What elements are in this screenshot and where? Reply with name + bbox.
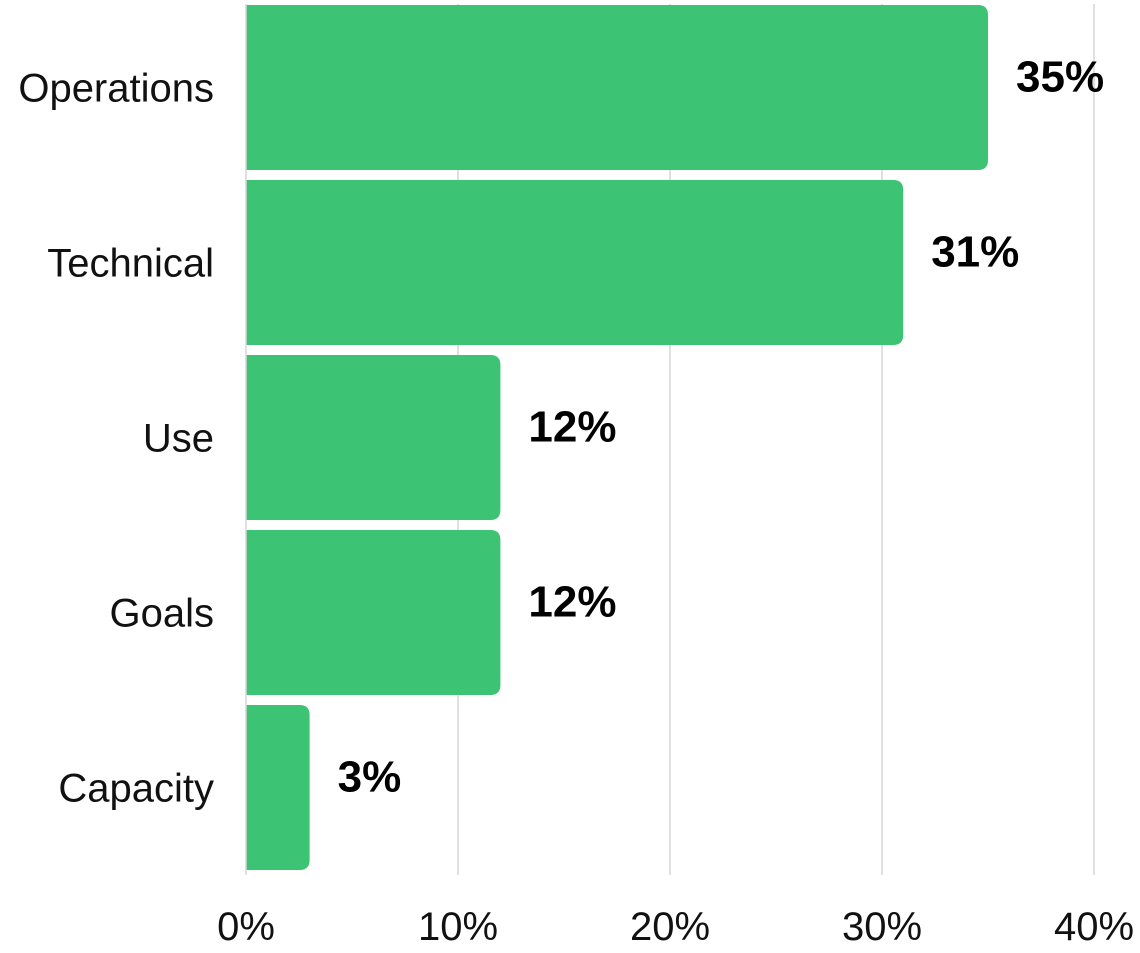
x-tick-label: 40% [1054, 905, 1134, 949]
bar-use [246, 355, 501, 520]
value-label: 12% [528, 402, 616, 451]
bar-technical [246, 180, 904, 345]
category-label: Capacity [58, 767, 214, 811]
value-label: 3% [338, 752, 402, 801]
x-tick-label: 30% [842, 905, 922, 949]
bar-goals [246, 530, 501, 695]
x-tick-label: 20% [630, 905, 710, 949]
value-label: 35% [1016, 52, 1104, 101]
category-label: Use [143, 417, 214, 461]
category-label: Goals [110, 592, 215, 636]
axis-layer: 0% 10% 20% 30% 40% [217, 4, 1134, 949]
category-label: Technical [47, 242, 214, 286]
label-layer: Operations 35% Technical 31% Use 12% Goals 12% C… [18, 52, 1104, 810]
category-label: Operations [18, 67, 214, 111]
value-label: 12% [528, 577, 616, 626]
bar-layer [246, 5, 988, 870]
value-label: 31% [931, 227, 1019, 276]
bar-capacity [246, 705, 310, 870]
x-tick-label: 10% [418, 905, 498, 949]
bar-operations [246, 5, 988, 170]
x-tick-label: 0% [217, 905, 275, 949]
